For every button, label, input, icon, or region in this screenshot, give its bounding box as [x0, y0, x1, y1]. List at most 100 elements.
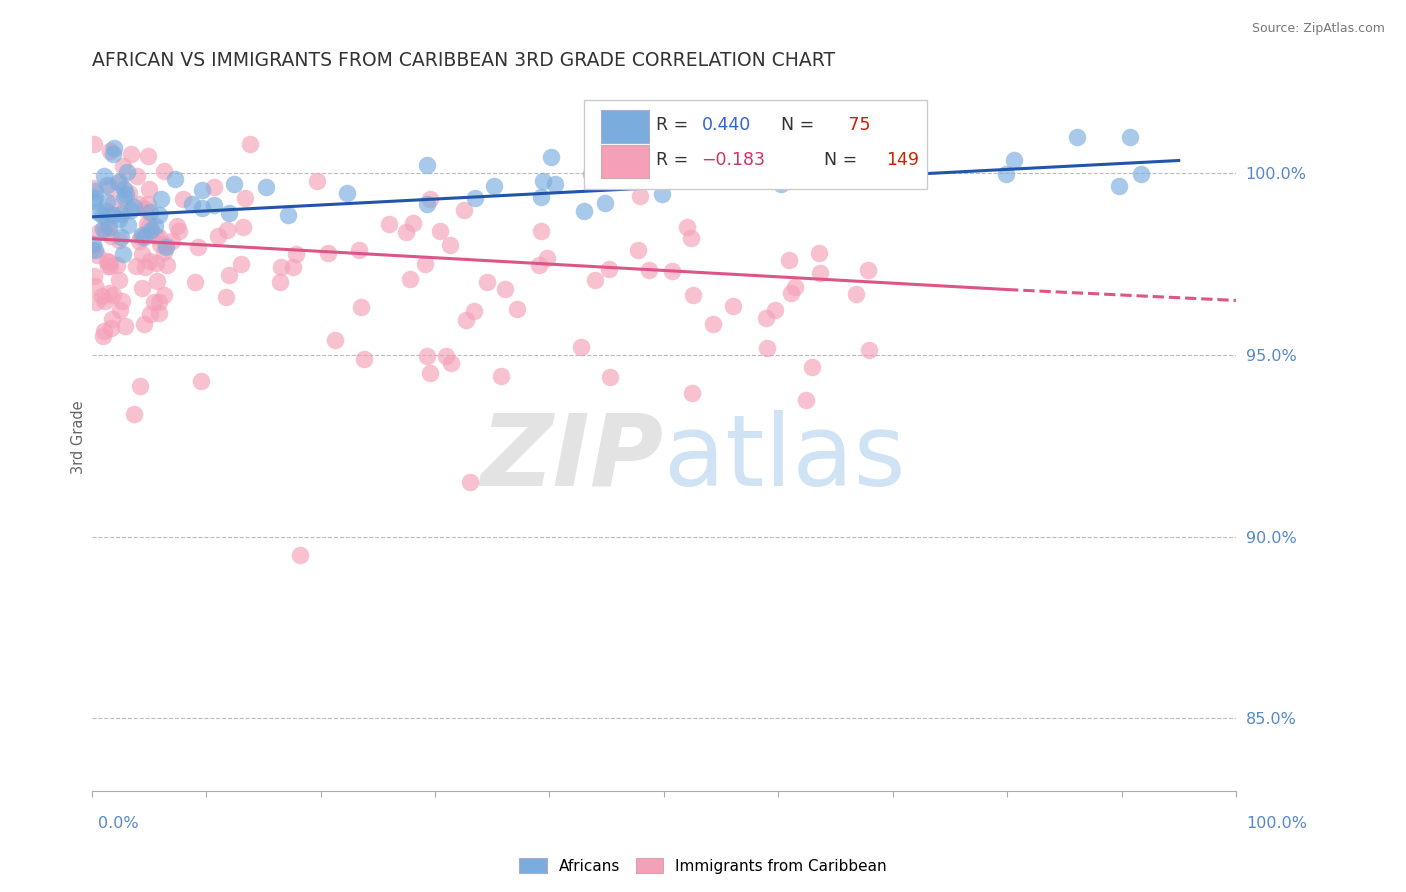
Point	[122, 200, 145, 214]
Point	[887, 155, 910, 169]
Point	[100, 311, 122, 326]
Point	[661, 264, 683, 278]
Point	[650, 169, 672, 184]
Point	[593, 195, 616, 210]
Point	[768, 144, 790, 158]
Point	[229, 256, 252, 270]
Point	[350, 300, 373, 314]
Point	[145, 229, 167, 244]
Point	[419, 367, 441, 381]
Point	[160, 234, 183, 248]
Point	[111, 246, 134, 260]
Point	[83, 269, 105, 284]
Point	[148, 208, 170, 222]
Point	[138, 182, 160, 196]
Point	[353, 351, 375, 366]
Point	[778, 252, 800, 267]
Point	[347, 243, 370, 257]
Point	[845, 287, 868, 301]
Point	[323, 333, 346, 347]
Point	[416, 196, 439, 211]
Point	[97, 260, 120, 274]
Point	[108, 303, 131, 318]
Point	[132, 317, 155, 331]
Point	[120, 146, 142, 161]
Point	[98, 259, 121, 273]
Point	[155, 238, 177, 252]
Text: 149: 149	[886, 151, 918, 169]
Point	[202, 180, 225, 194]
Point	[402, 216, 425, 230]
Point	[114, 187, 136, 202]
Point	[139, 307, 162, 321]
Text: 100.0%: 100.0%	[1247, 816, 1308, 831]
Point	[96, 254, 118, 268]
Point	[98, 220, 121, 235]
Point	[536, 251, 558, 265]
Point	[91, 221, 114, 235]
Point	[82, 237, 104, 252]
Point	[217, 222, 239, 236]
Point	[146, 274, 169, 288]
Point	[572, 203, 595, 218]
Point	[505, 302, 527, 317]
Point	[93, 324, 115, 338]
Point	[107, 233, 129, 247]
Text: R =: R =	[655, 151, 693, 169]
Point	[530, 224, 553, 238]
Point	[598, 262, 620, 277]
Point	[1002, 153, 1025, 167]
Point	[617, 137, 640, 152]
Point	[153, 288, 176, 302]
Text: AFRICAN VS IMMIGRANTS FROM CARIBBEAN 3RD GRADE CORRELATION CHART: AFRICAN VS IMMIGRANTS FROM CARIBBEAN 3RD…	[91, 51, 835, 70]
Point	[583, 272, 606, 286]
Point	[100, 229, 122, 244]
Point	[232, 220, 254, 235]
Point	[139, 254, 162, 268]
Point	[256, 180, 278, 194]
Point	[755, 341, 778, 355]
Y-axis label: 3rd Grade: 3rd Grade	[72, 400, 86, 474]
Point	[190, 375, 212, 389]
Point	[148, 295, 170, 310]
Point	[93, 294, 115, 309]
Point	[1108, 179, 1130, 194]
Point	[134, 202, 156, 216]
Point	[569, 339, 592, 353]
Point	[96, 194, 118, 209]
Point	[101, 196, 124, 211]
Point	[416, 157, 439, 171]
Point	[1129, 167, 1152, 181]
Point	[98, 255, 121, 269]
Point	[531, 174, 554, 188]
Point	[98, 179, 121, 194]
Point	[82, 180, 104, 194]
Point	[156, 258, 179, 272]
Point	[82, 243, 104, 257]
FancyBboxPatch shape	[600, 145, 650, 178]
Point	[269, 275, 291, 289]
Point	[166, 219, 188, 234]
Point	[779, 286, 801, 301]
Point	[856, 262, 879, 277]
Point	[484, 179, 506, 194]
Point	[105, 258, 128, 272]
Point	[434, 349, 457, 363]
Point	[103, 288, 125, 302]
Point	[101, 208, 124, 222]
Point	[82, 194, 104, 209]
Text: N =: N =	[770, 116, 820, 134]
Point	[239, 137, 262, 152]
Point	[995, 167, 1018, 181]
Point	[138, 219, 160, 234]
Point	[136, 197, 159, 211]
Point	[218, 268, 240, 282]
Point	[98, 285, 121, 300]
Legend: Africans, Immigrants from Caribbean: Africans, Immigrants from Caribbean	[513, 852, 893, 880]
Point	[110, 207, 132, 221]
Point	[454, 313, 477, 327]
Point	[277, 207, 299, 221]
Point	[139, 223, 162, 237]
FancyBboxPatch shape	[600, 110, 650, 143]
Point	[316, 246, 339, 260]
